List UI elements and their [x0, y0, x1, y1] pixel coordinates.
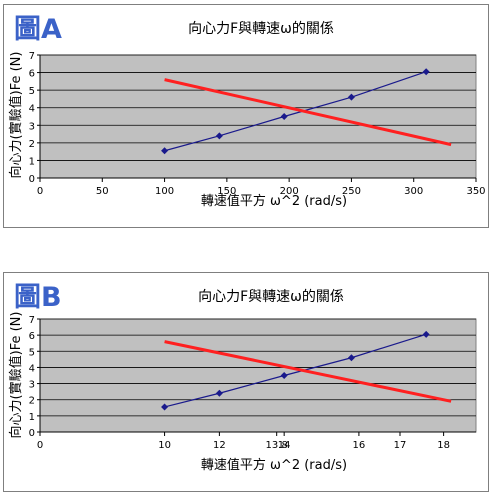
- x-tick-label: 50: [96, 186, 109, 197]
- y-tick-label: 3: [29, 121, 35, 132]
- y-axis-label-b: 向心力(實驗值)Fe (N): [8, 312, 24, 439]
- trend-line: [164, 340, 452, 403]
- x-tick-label: 100: [155, 186, 174, 197]
- x-tick-label: 13.8: [266, 440, 288, 451]
- x-tick-label: 14: [278, 440, 291, 451]
- data-point: [280, 113, 288, 120]
- panel-label-a: 圖A: [14, 14, 62, 45]
- y-tick-label: 5: [29, 347, 35, 358]
- y-tick-label: 7: [29, 51, 35, 62]
- x-tick-label: 300: [404, 186, 423, 197]
- data-point: [347, 93, 355, 101]
- plot-area-b: [39, 318, 477, 433]
- x-tick-label: 10: [158, 440, 171, 451]
- x-tick-label: 0: [37, 440, 43, 451]
- x-tick-label: 200: [280, 186, 299, 197]
- x-tick-label: 17: [394, 440, 407, 451]
- x-tick-label: 18: [437, 440, 450, 451]
- x-tick-label: 350: [466, 186, 485, 197]
- x-tick-label: 16: [353, 440, 366, 451]
- data-point: [161, 147, 169, 155]
- data-point: [215, 132, 223, 140]
- y-tick-label: 6: [29, 331, 35, 342]
- y-tick-label: 5: [29, 86, 35, 97]
- x-axis-label-b: 轉速值平方 ω^2 (rad/s): [201, 457, 347, 473]
- y-tick-label: 3: [29, 380, 35, 391]
- trend-line: [164, 78, 452, 147]
- data-point: [422, 68, 430, 76]
- y-tick-label: 2: [29, 396, 35, 407]
- panel-label-b: 圖B: [14, 282, 62, 313]
- chart-title-a: 向心力F與轉速ω的關係: [188, 21, 334, 37]
- y-tick-label: 7: [29, 315, 35, 326]
- y-axis-label-a: 向心力(實驗值)Fe (N): [8, 52, 24, 179]
- y-tick-label: 6: [29, 69, 35, 80]
- y-tick-label: 4: [29, 104, 35, 115]
- y-tick-label: 4: [29, 363, 35, 374]
- y-tick-label: 0: [29, 174, 35, 185]
- y-tick-label: 0: [29, 428, 35, 439]
- y-tick-label: 1: [29, 156, 35, 167]
- x-axis-label-a: 轉速值平方 ω^2 (rad/s): [201, 193, 347, 209]
- y-tick-label: 1: [29, 412, 35, 423]
- data-point: [161, 403, 169, 411]
- y-tick-label: 2: [29, 139, 35, 150]
- data-point: [422, 330, 430, 338]
- x-tick-label: 0: [37, 186, 43, 197]
- x-tick-label: 150: [217, 186, 236, 197]
- plot-area-a: [39, 54, 477, 179]
- data-point: [215, 389, 223, 397]
- x-tick-label: 12: [213, 440, 226, 451]
- chart-title-b: 向心力F與轉速ω的關係: [198, 289, 344, 305]
- data-point: [280, 372, 288, 379]
- data-point: [347, 354, 355, 362]
- chart-panel-a: 圖A 向心力F與轉速ω的關係 0 1 2 3 4 5 6 7 0 50 100 150 200 250 3…: [3, 4, 489, 228]
- x-tick-label: 250: [342, 186, 361, 197]
- chart-a-svg: 圖A 向心力F與轉速ω的關係 0 1 2 3 4 5 6 7 0 50 100 150 200 250 3…: [8, 14, 486, 209]
